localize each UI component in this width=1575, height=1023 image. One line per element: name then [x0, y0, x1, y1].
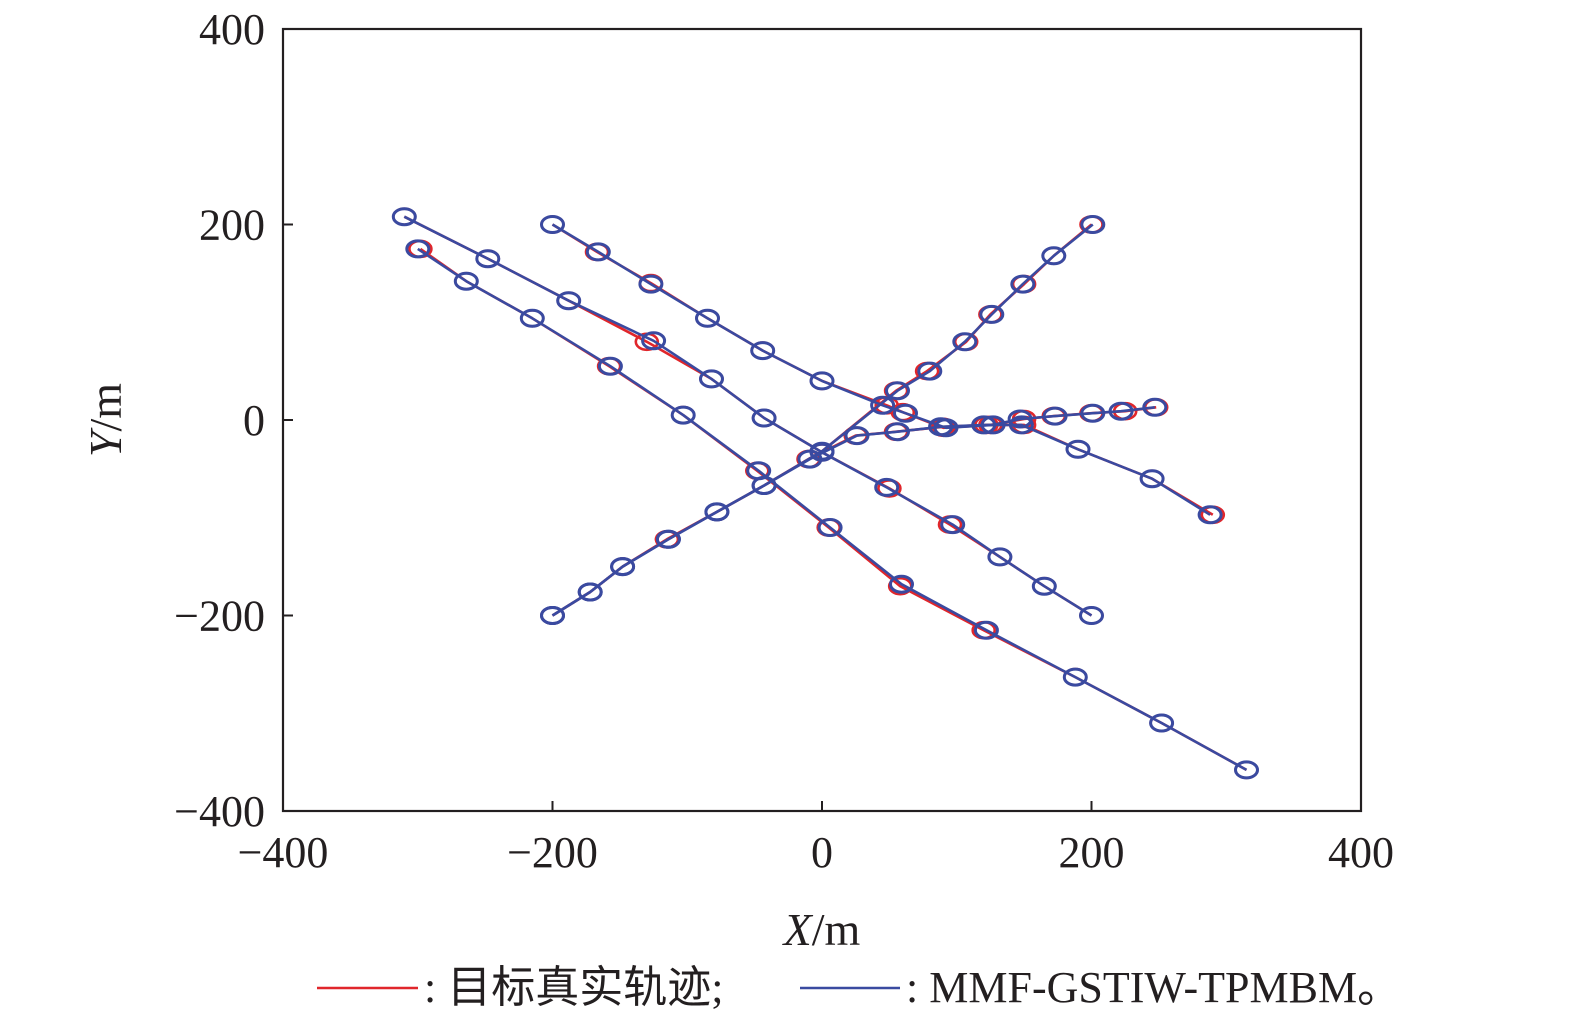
- estimate-extent-ellipse: [1041, 246, 1067, 266]
- estimate-extent-ellipse: [597, 356, 623, 376]
- series-truth: [391, 207, 1259, 780]
- legend-label-estimate: : MMF-GSTIW-TPMBM。: [906, 963, 1401, 1012]
- x-tick-label: 200: [1059, 828, 1125, 877]
- estimate-extent-ellipse: [1149, 713, 1175, 733]
- x-axis-unit: /m: [812, 904, 861, 955]
- y-tick-label: −400: [174, 787, 265, 836]
- estimate-extent-ellipse: [655, 529, 681, 549]
- estimate-extent-ellipse: [1062, 667, 1088, 687]
- y-axis-var: Y: [80, 427, 131, 457]
- estimate-extent-ellipse: [940, 515, 966, 535]
- estimate-extent-ellipse: [809, 441, 835, 461]
- estimate-extent-ellipse: [971, 415, 997, 435]
- x-tick-label: 400: [1328, 828, 1394, 877]
- estimate-extent-ellipse: [928, 417, 954, 437]
- estimate-extent-ellipse: [540, 606, 565, 625]
- estimate-extent-ellipse: [987, 547, 1013, 567]
- estimate-extent-ellipse: [704, 502, 730, 522]
- estimate-extent-ellipse: [751, 476, 777, 495]
- estimate-extent-ellipse: [391, 207, 417, 227]
- estimate-extent-ellipse: [1065, 439, 1091, 459]
- estimate-extent-ellipse: [1010, 274, 1036, 294]
- estimate-extent-ellipse: [1139, 469, 1165, 489]
- estimate-track-line: [417, 247, 1248, 772]
- estimate-extent-ellipse: [1108, 401, 1134, 421]
- estimate-extent-ellipse: [889, 574, 914, 594]
- estimate-extent-ellipse: [1142, 397, 1168, 417]
- estimate-extent-ellipse: [952, 332, 978, 352]
- estimate-extent-ellipse: [556, 291, 582, 311]
- estimate-extent-ellipse: [405, 239, 431, 259]
- estimate-extent-ellipse: [1031, 576, 1057, 596]
- x-axis-var: X: [782, 904, 814, 955]
- estimate-extent-ellipse: [874, 477, 900, 497]
- y-tick-label: 0: [243, 396, 265, 445]
- estimate-extent-ellipse: [844, 426, 870, 446]
- estimate-extent-ellipse: [750, 341, 776, 361]
- estimate-extent-ellipse: [751, 408, 777, 428]
- estimate-extent-ellipse: [1079, 606, 1104, 625]
- estimate-extent-ellipse: [638, 274, 664, 294]
- legend-label-truth: : 目标真实轨迹;: [424, 963, 723, 1012]
- estimate-extent-ellipse: [893, 403, 918, 423]
- estimate-extent-ellipse: [870, 395, 896, 415]
- x-axis-title: X/m: [782, 904, 861, 955]
- estimate-extent-ellipse: [1234, 760, 1259, 780]
- y-tick-label: 400: [199, 5, 265, 54]
- estimate-extent-ellipse: [577, 582, 603, 602]
- estimate-extent-ellipse: [979, 304, 1005, 324]
- estimate-extent-ellipse: [973, 620, 999, 640]
- estimate-track-line: [551, 423, 1211, 617]
- estimate-extent-ellipse: [1080, 403, 1106, 423]
- estimate-extent-ellipse: [1080, 215, 1106, 234]
- estimate-extent-ellipse: [695, 308, 720, 328]
- y-tick-label: −200: [174, 592, 265, 641]
- x-tick-label: −200: [507, 828, 598, 877]
- estimate-track-line: [551, 223, 1155, 430]
- estimate-extent-ellipse: [885, 422, 910, 442]
- estimate-extent-ellipse: [699, 369, 724, 389]
- x-tick-label: 0: [811, 828, 833, 877]
- estimate-extent-ellipse: [453, 271, 479, 291]
- estimate-extent-ellipse: [610, 557, 636, 577]
- plot-frame: [281, 27, 1363, 813]
- ticks-layer: −400 −200 0 200 400 400 200 0 −200 −400: [174, 5, 1394, 877]
- truth-track-line: [551, 423, 1214, 617]
- estimate-extent-ellipse: [585, 242, 611, 262]
- estimate-extent-ellipse: [1042, 406, 1068, 426]
- estimate-extent-ellipse: [809, 371, 835, 391]
- estimate-extent-ellipse: [475, 249, 501, 269]
- estimate-extent-ellipse: [1197, 505, 1223, 525]
- estimate-extent-ellipse: [670, 405, 696, 425]
- y-axis-unit: /m: [80, 383, 131, 432]
- estimate-extent-ellipse: [641, 331, 667, 351]
- y-tick-label: 200: [199, 201, 265, 250]
- series-estimate: [391, 207, 1259, 780]
- estimate-extent-ellipse: [540, 215, 565, 234]
- estimate-extent-ellipse: [885, 381, 910, 401]
- x-tick-label: −400: [238, 828, 329, 877]
- tracks-layer: [391, 207, 1259, 780]
- estimate-extent-ellipse: [917, 361, 943, 381]
- estimate-extent-ellipse: [1008, 415, 1034, 435]
- legend: : 目标真实轨迹; : MMF-GSTIW-TPMBM。: [317, 963, 1401, 1012]
- estimate-extent-ellipse: [519, 308, 545, 328]
- y-axis-title: Y/m: [80, 383, 131, 457]
- estimate-extent-ellipse: [817, 518, 843, 537]
